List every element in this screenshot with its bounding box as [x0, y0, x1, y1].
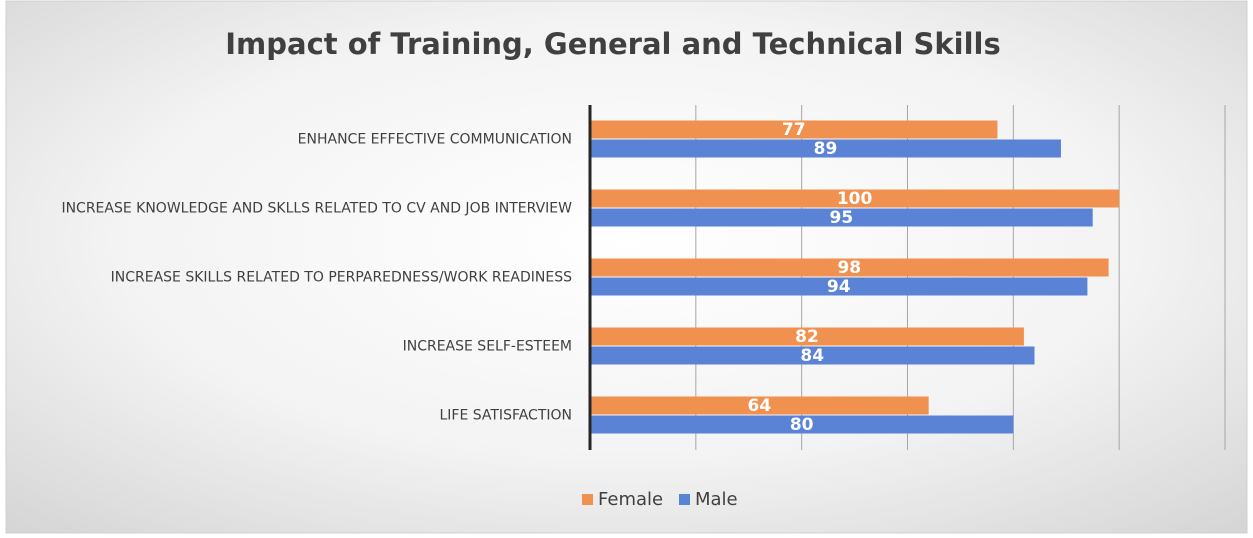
data-label: 98	[837, 258, 861, 278]
legend-label: Female	[598, 489, 663, 510]
bar	[590, 327, 1024, 346]
data-label: 100	[837, 189, 873, 209]
bar	[590, 258, 1109, 277]
data-label: 89	[814, 139, 838, 159]
bar	[590, 346, 1035, 365]
data-label: 94	[827, 277, 851, 297]
legend-swatch	[582, 494, 593, 505]
data-label: 84	[800, 346, 824, 366]
y-tick-label: ENHANCE EFFECTIVE COMMUNICATION	[298, 132, 572, 148]
bar	[590, 189, 1120, 208]
y-tick-label: INCREASE KNOWLEDGE AND SKLLS RELATED TO …	[61, 201, 572, 217]
legend-swatch	[679, 494, 690, 505]
y-tick-label: LIFE SATISFACTION	[439, 408, 572, 424]
y-tick-label: INCREASE SELF-ESTEEM	[403, 339, 572, 355]
bar	[590, 139, 1061, 158]
data-label: 95	[830, 208, 854, 228]
chart-title: Impact of Training, General and Technica…	[225, 27, 1000, 61]
data-label: 80	[790, 415, 814, 435]
bar	[590, 120, 998, 139]
data-label: 64	[747, 396, 771, 416]
legend-label: Male	[695, 489, 738, 510]
bar	[590, 208, 1093, 227]
data-label: 82	[795, 327, 819, 347]
bar	[590, 415, 1014, 434]
y-tick-label: INCREASE SKILLS RELATED TO PERPAREDNESS/…	[111, 270, 572, 286]
data-label: 77	[782, 120, 806, 140]
bar	[590, 277, 1088, 296]
bar	[590, 396, 929, 415]
